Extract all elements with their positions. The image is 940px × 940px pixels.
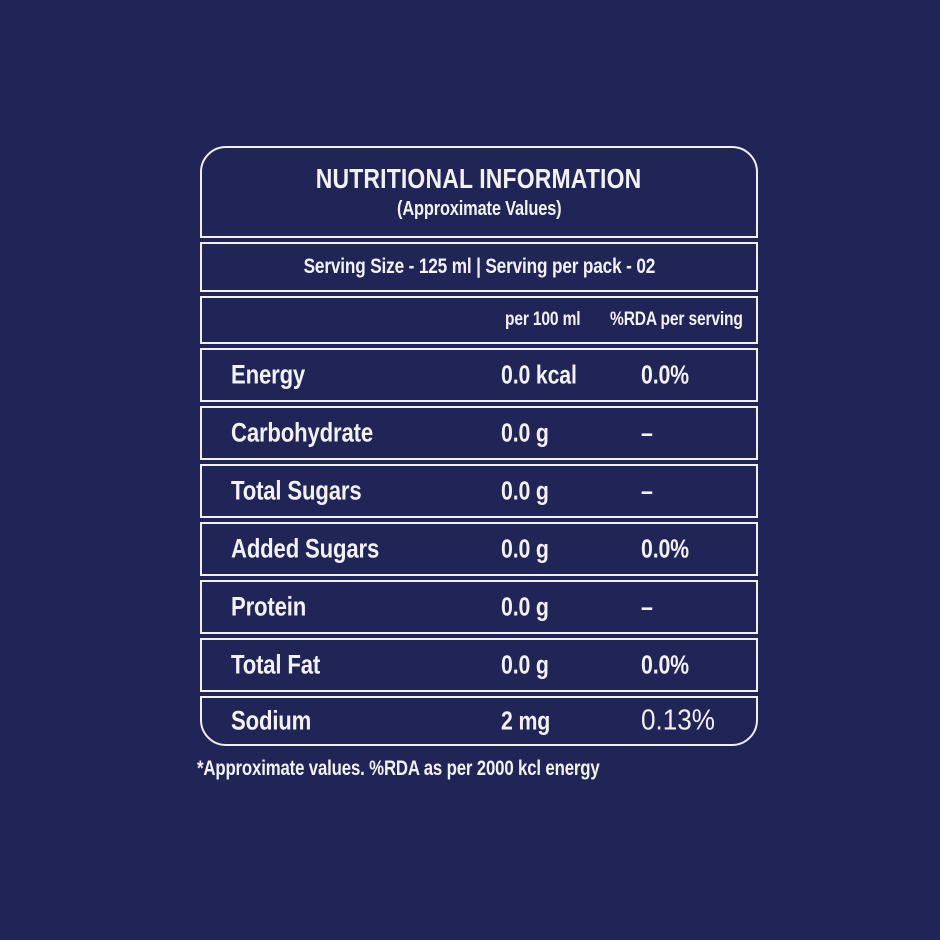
panel-title: NUTRITIONAL INFORMATION <box>316 163 642 194</box>
panel-subtitle: (Approximate Values) <box>396 198 562 220</box>
nutrient-amount: 0.0 kcal <box>501 359 577 390</box>
table-row-total-fat: Total Fat 0.0 g 0.0% <box>200 638 758 692</box>
column-header-per-100ml: per 100 ml <box>505 309 581 330</box>
nutrient-name: Protein <box>231 591 307 622</box>
footnote: *Approximate values. %RDA as per 2000 kc… <box>197 757 600 780</box>
nutrient-name: Energy <box>231 359 306 390</box>
nutrient-name: Total Fat <box>231 649 321 680</box>
nutrient-rda: 0.0% <box>641 359 689 390</box>
title-section: NUTRITIONAL INFORMATION (Approximate Val… <box>200 146 758 238</box>
column-header-rda: %RDA per serving <box>610 309 743 330</box>
nutrient-name: Carbohydrate <box>231 417 373 448</box>
table-row-sodium: Sodium 2 mg 0.13% <box>200 696 758 746</box>
nutrient-amount: 0.0 g <box>501 649 549 680</box>
table-row-carbohydrate: Carbohydrate 0.0 g – <box>200 406 758 460</box>
nutrient-amount: 0.0 g <box>501 591 549 622</box>
serving-section: Serving Size - 125 ml | Serving per pack… <box>200 242 758 292</box>
table-row-total-sugars: Total Sugars 0.0 g – <box>200 464 758 518</box>
nutrient-amount: 2 mg <box>501 705 551 736</box>
serving-info: Serving Size - 125 ml | Serving per pack… <box>303 255 655 278</box>
nutrient-amount: 0.0 g <box>501 475 549 506</box>
nutrient-amount: 0.0 g <box>501 417 549 448</box>
column-header-row: per 100 ml %RDA per serving <box>200 296 758 344</box>
nutrition-panel: NUTRITIONAL INFORMATION (Approximate Val… <box>200 146 758 746</box>
nutrient-rda: – <box>641 475 653 506</box>
nutrient-rda: 0.13% <box>641 704 716 737</box>
nutrient-name: Added Sugars <box>231 533 380 564</box>
nutrient-rda: – <box>641 591 653 622</box>
table-row-protein: Protein 0.0 g – <box>200 580 758 634</box>
nutrient-amount: 0.0 g <box>501 533 549 564</box>
nutrient-name: Total Sugars <box>231 475 362 506</box>
nutrient-rda: – <box>641 417 653 448</box>
table-row-added-sugars: Added Sugars 0.0 g 0.0% <box>200 522 758 576</box>
nutrient-rda: 0.0% <box>641 533 689 564</box>
nutrient-name: Sodium <box>231 705 312 736</box>
nutrient-rda: 0.0% <box>641 649 689 680</box>
table-row-energy: Energy 0.0 kcal 0.0% <box>200 348 758 402</box>
